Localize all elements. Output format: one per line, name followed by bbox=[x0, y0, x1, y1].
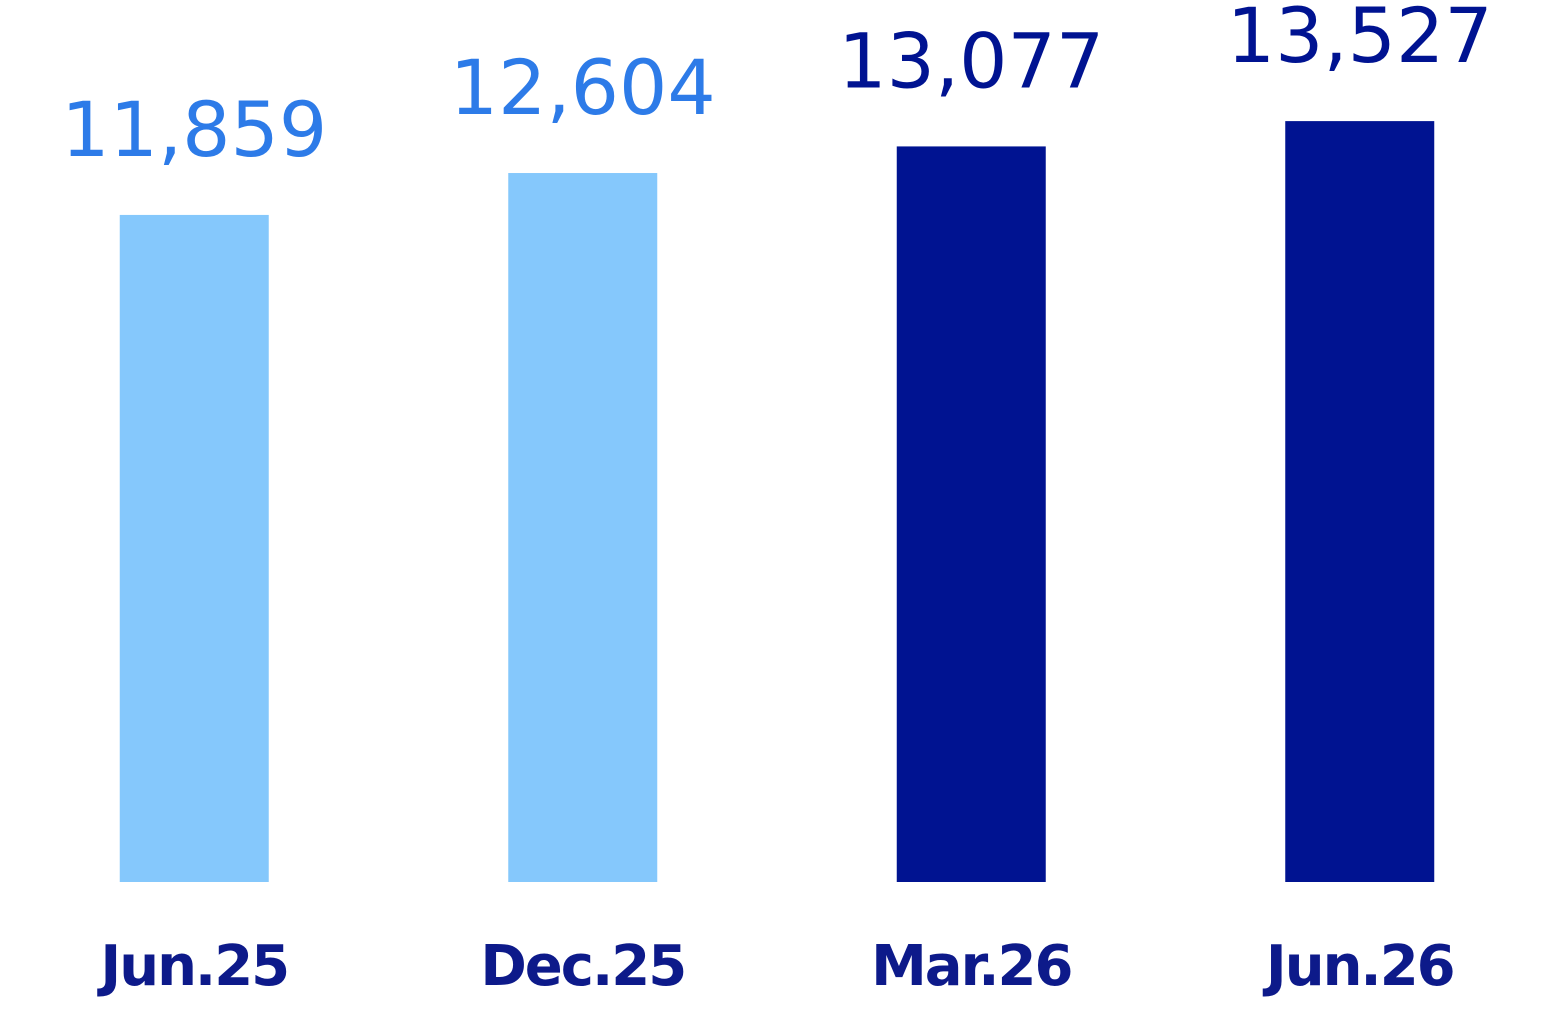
value-label: 13,077 bbox=[838, 16, 1104, 105]
bar bbox=[119, 214, 269, 882]
value-label: 13,527 bbox=[1227, 0, 1493, 80]
bar bbox=[896, 146, 1046, 882]
x-tick-label: Jun.25 bbox=[96, 934, 288, 999]
bar bbox=[508, 173, 658, 882]
x-tick-label: Mar.26 bbox=[871, 934, 1071, 999]
bar bbox=[1285, 121, 1435, 882]
x-tick-label: Jun.26 bbox=[1262, 934, 1454, 999]
x-tick-label: Dec.25 bbox=[480, 934, 685, 999]
value-label: 11,859 bbox=[61, 85, 327, 174]
value-label: 12,604 bbox=[450, 43, 716, 132]
